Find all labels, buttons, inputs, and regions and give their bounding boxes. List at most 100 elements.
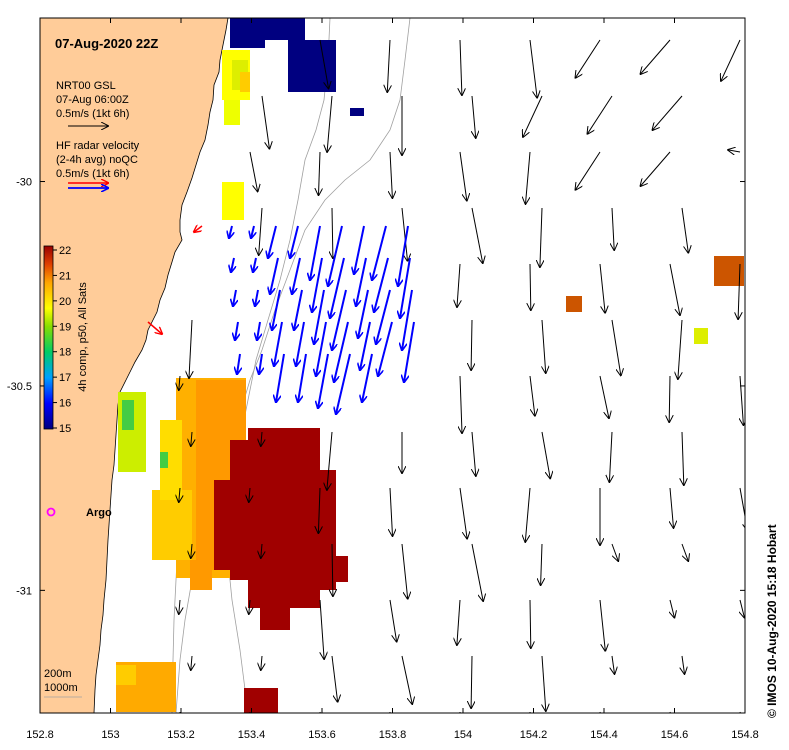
model-arrow — [540, 207, 542, 267]
model-arrow — [331, 655, 338, 702]
radar-arrow — [296, 321, 305, 366]
radar-arrow — [255, 289, 258, 306]
colorbar-gradient — [43, 245, 54, 430]
model-arrow — [249, 151, 258, 191]
x-tick-label: 154.4 — [590, 729, 618, 741]
map-title: 07-Aug-2020 22Z — [55, 36, 158, 51]
model-arrow — [525, 487, 531, 542]
model-arrow — [460, 375, 462, 433]
model-arrow — [529, 375, 535, 416]
model-arrow — [588, 95, 613, 134]
radar-arrow — [310, 225, 321, 280]
model-arrow — [599, 263, 605, 313]
model-arrow — [390, 487, 393, 536]
model-arrow — [249, 711, 251, 713]
model-arrow — [472, 431, 476, 476]
land-mass — [40, 18, 229, 713]
radar-arrow — [314, 289, 325, 344]
radar-arrow — [336, 353, 351, 414]
model-arrow — [740, 375, 743, 425]
radar-arrow — [356, 257, 367, 306]
radar-arrow — [404, 321, 415, 382]
x-tick-label: 154.8 — [731, 729, 759, 741]
sst-colorbar: 22 21 20 19 18 17 16 15 4h comp, p50, All Sats — [43, 245, 89, 435]
radar-arrow — [316, 321, 327, 376]
model-arrow — [179, 711, 181, 713]
radar-arrow — [332, 289, 347, 350]
x-tick-label: 153.4 — [238, 729, 266, 741]
x-tick-label: 154.2 — [520, 729, 548, 741]
depth-legend-1000: 1000m — [44, 682, 78, 694]
radar-arrow — [378, 321, 393, 376]
model-legend-scale: 0.5m/s (1kt 6h) — [56, 108, 129, 120]
model-arrow — [669, 711, 671, 713]
model-arrow — [612, 655, 615, 674]
model-arrow — [599, 599, 605, 651]
model-arrow — [389, 599, 397, 642]
model-arrow — [530, 599, 531, 648]
model-arrow — [542, 655, 546, 711]
model-arrow — [678, 319, 683, 379]
colorbar-tick-label: 17 — [59, 372, 71, 384]
model-arrow — [460, 39, 462, 95]
model-arrow — [576, 151, 601, 190]
y-tick-label: -31 — [16, 585, 32, 597]
colorbar-tick-label: 19 — [59, 321, 71, 333]
x-tick-label: 153.8 — [379, 729, 407, 741]
model-arrow — [457, 263, 460, 307]
radar-arrow — [276, 353, 285, 402]
model-arrow — [191, 431, 192, 446]
radar-arrow — [374, 257, 389, 312]
colorbar-tick-label: 21 — [59, 270, 71, 282]
model-arrow — [261, 95, 269, 149]
radar-arrow — [372, 225, 387, 280]
radar-arrow — [292, 257, 301, 294]
colorbar-tick-label: 18 — [59, 347, 71, 359]
colorbar-tick-label: 20 — [59, 296, 71, 308]
model-arrow — [541, 431, 550, 478]
model-arrow — [179, 487, 180, 502]
x-tick-label: 153.6 — [308, 729, 336, 741]
radar-arrow — [360, 321, 371, 370]
x-axis: 152.8 153 153.2 153.4 153.6 153.8 154 154.2 154.… — [26, 18, 759, 741]
radar-arrow — [362, 353, 373, 402]
credit-text: © IMOS 10-Aug-2020 15:18 Hobart — [765, 524, 779, 718]
model-arrow — [541, 543, 542, 585]
radar-arrow — [237, 353, 240, 374]
radar-arrow — [251, 225, 254, 238]
radar-arrow — [235, 321, 238, 340]
model-arrow — [319, 599, 324, 659]
model-arrow — [682, 431, 684, 485]
x-tick-label: 153 — [101, 729, 119, 741]
radar-arrow — [257, 321, 260, 340]
radar-arrow — [272, 289, 281, 330]
model-legend: NRT00 GSL 07-Aug 06:00Z 0.5m/s (1kt 6h) — [56, 80, 129, 126]
model-arrow — [471, 543, 483, 601]
radar-arrow — [229, 225, 232, 238]
model-arrow — [523, 95, 543, 137]
model-arrow — [179, 599, 180, 614]
radar-arrow — [334, 321, 349, 382]
depth-legend-200: 200m — [44, 668, 72, 680]
radar-arrow — [233, 289, 236, 306]
colorbar-tick-label: 15 — [59, 423, 71, 435]
radar-arrow — [259, 353, 262, 374]
model-arrow — [319, 39, 329, 88]
model-arrow — [459, 151, 467, 201]
model-arrow — [261, 655, 262, 670]
model-legend-name: NRT00 GSL — [56, 80, 116, 92]
model-arrow — [681, 543, 688, 561]
hf-radar-arrows — [229, 225, 415, 414]
model-arrow — [191, 543, 192, 558]
model-arrow — [612, 207, 614, 250]
model-arrow — [387, 39, 390, 92]
model-arrow — [457, 599, 460, 645]
radar-arrow — [354, 225, 365, 274]
y-axis: -30 -30.5 -31 — [7, 177, 745, 597]
model-arrow — [682, 655, 685, 674]
colorbar-tick-label: 16 — [59, 398, 71, 410]
model-arrow — [740, 599, 744, 618]
argo-label: Argo — [86, 507, 112, 519]
radar-arrow — [376, 289, 391, 344]
